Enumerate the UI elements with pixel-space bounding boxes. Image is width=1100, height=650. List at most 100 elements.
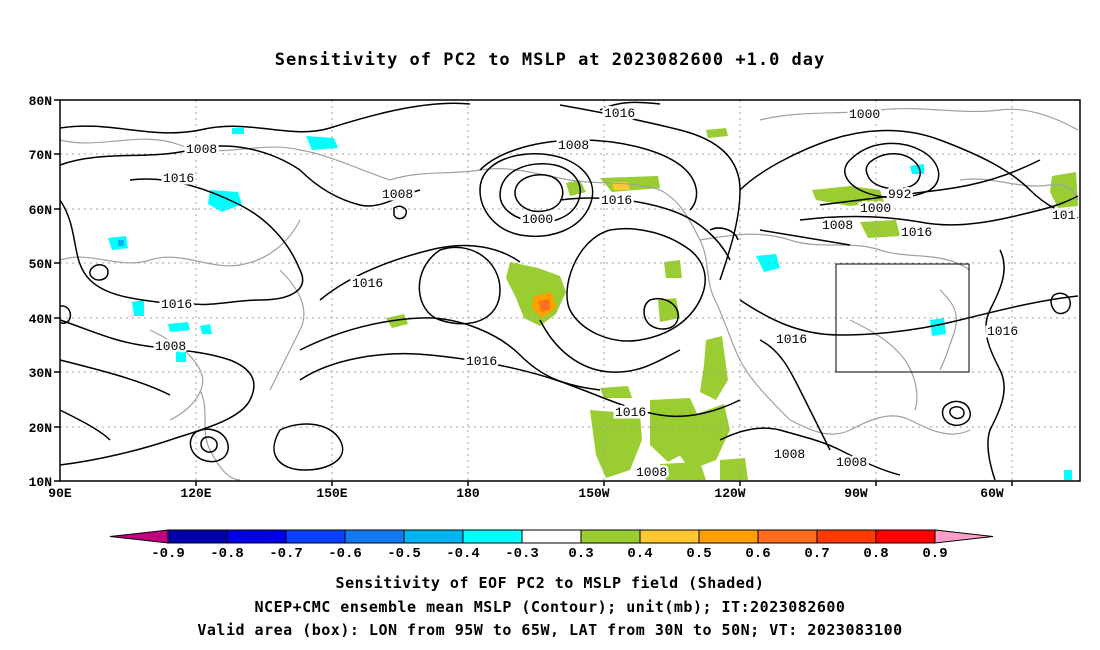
colorbar-swatch: [521, 529, 582, 544]
lat-label-70n: 70N: [29, 148, 52, 163]
colorbar-label: -0.3: [505, 546, 539, 562]
graticule: [60, 100, 1080, 481]
contour-label: 1016: [161, 297, 192, 312]
mslp-contours: [59, 101, 1079, 481]
contour-label-bg: 992: [888, 187, 911, 202]
contour-label-bg: 1008: [382, 187, 413, 202]
contour-label: 1008: [636, 465, 667, 480]
longitude-labels: 90E 120E 150E 180 150W 120W 90W 60W: [48, 486, 1004, 501]
contour-label: 1016: [601, 193, 632, 208]
lat-label-40n: 40N: [29, 312, 52, 327]
lon-label-90w: 90W: [844, 486, 868, 501]
caption-line-2: NCEP+CMC ensemble mean MSLP (Contour); u…: [254, 598, 846, 616]
colorbar-label: -0.6: [328, 546, 362, 562]
colorbar-left-arrow: [109, 529, 169, 544]
contour-label-bg: 1016: [776, 332, 807, 347]
contour-label: 1016: [604, 106, 635, 121]
colorbar-label: -0.5: [387, 546, 421, 562]
lon-label-90e: 90E: [48, 486, 72, 501]
map-frame: [59, 99, 1081, 482]
contour-label: 1016: [615, 405, 646, 420]
contour-label-bg: 1008: [836, 455, 867, 470]
lon-label-60w: 60W: [980, 486, 1004, 501]
colorbar-right-arrow: [934, 529, 994, 544]
lon-label-120e: 120E: [180, 486, 211, 501]
sensitivity-shading: [108, 128, 1078, 480]
caption-line-3: Valid area (box): LON from 95W to 65W, L…: [197, 621, 903, 639]
contour-label-bg: 1008: [636, 465, 667, 480]
contour-label: 992: [888, 187, 911, 202]
contour-label: 1016: [901, 225, 932, 240]
lat-label-60n: 60N: [29, 203, 52, 218]
valid-area-box: [835, 263, 970, 373]
colorbar-swatch: [344, 529, 405, 544]
contour-label-bg: 1008: [558, 138, 589, 153]
contour-label: 1000: [860, 201, 891, 216]
contour-label: 1008: [382, 187, 413, 202]
coastlines: [59, 107, 1079, 481]
lat-label-50n: 50N: [29, 257, 52, 272]
contour-label: 1000: [849, 107, 880, 122]
colorbar-swatch: [698, 529, 759, 544]
lon-ticks: [195, 481, 1013, 486]
contour-label: 1008: [558, 138, 589, 153]
colorbar-label: 0.6: [745, 546, 770, 562]
contour-label-bg: 1016: [466, 354, 497, 369]
contour-label: 1016: [163, 171, 194, 186]
contour-label-bg: 1008: [774, 447, 805, 462]
colorbar-swatch: [639, 529, 700, 544]
contour-label-bg: 1016: [987, 324, 1018, 339]
colorbar-swatch: [462, 529, 523, 544]
colorbar-label: -0.4: [446, 546, 480, 562]
contour-label-bg: 1000: [860, 201, 891, 216]
contour-label-bg: 1016: [615, 405, 646, 420]
contour-label-bg: 1008: [822, 218, 853, 233]
colorbar-swatch: [285, 529, 346, 544]
colorbar-label: 0.3: [568, 546, 593, 562]
colorbar-swatch: [403, 529, 464, 544]
contour-label: 1008: [155, 339, 186, 354]
colorbar-swatch: [580, 529, 641, 544]
lat-label-10n: 10N: [29, 475, 52, 490]
latitude-labels: 80N 70N 60N 50N 40N 30N 20N 10N: [29, 94, 52, 490]
contour-label: 1016: [987, 324, 1018, 339]
colorbar-labels: -0.9 -0.8 -0.7 -0.6 -0.5 -0.4 -0.3 0.3 0…: [151, 546, 947, 562]
contour-label: 1008: [186, 142, 217, 157]
colorbar-swatch: [167, 529, 228, 544]
contour-label: 1008: [836, 455, 867, 470]
colorbar-label: 0.9: [922, 546, 947, 562]
contour-label-bg: 1000: [522, 212, 553, 227]
contour-label-bg: 1000: [849, 107, 880, 122]
contour-label-bg: 1016: [601, 193, 632, 208]
contour-label-bg: 1016: [161, 297, 192, 312]
colorbar-swatch: [757, 529, 818, 544]
colorbar-label: -0.8: [210, 546, 244, 562]
lon-label-120w: 120W: [714, 486, 745, 501]
contour-label-bg: 1016: [604, 106, 635, 121]
colorbar-swatch: [875, 529, 936, 544]
lat-label-20n: 20N: [29, 421, 52, 436]
contour-label-bg: 1008: [186, 142, 217, 157]
colorbar-swatch: [816, 529, 877, 544]
colorbar: [109, 529, 994, 544]
contour-label-bg: 101: [1052, 208, 1076, 223]
lat-label-30n: 30N: [29, 366, 52, 381]
lat-ticks: [54, 99, 60, 482]
contour-label-bg: 1016: [901, 225, 932, 240]
contour-label: 1008: [774, 447, 805, 462]
contour-label: 1016: [466, 354, 497, 369]
contour-label-bg: 1016: [163, 171, 194, 186]
lon-label-150e: 150E: [316, 486, 347, 501]
colorbar-label: -0.9: [151, 546, 185, 562]
contour-label: 1000: [522, 212, 553, 227]
colorbar-label: 0.5: [686, 546, 711, 562]
lat-label-80n: 80N: [29, 94, 52, 109]
colorbar-label: -0.7: [269, 546, 303, 562]
contour-label-bg: 1008: [155, 339, 186, 354]
contour-label: 1016: [352, 276, 383, 291]
lon-label-150w: 150W: [578, 486, 609, 501]
contour-labels: 1016 1016 1000 1000 1008 1008 1016 1016 …: [153, 104, 1079, 483]
contour-label: 1016: [776, 332, 807, 347]
colorbar-label: 0.8: [863, 546, 888, 562]
